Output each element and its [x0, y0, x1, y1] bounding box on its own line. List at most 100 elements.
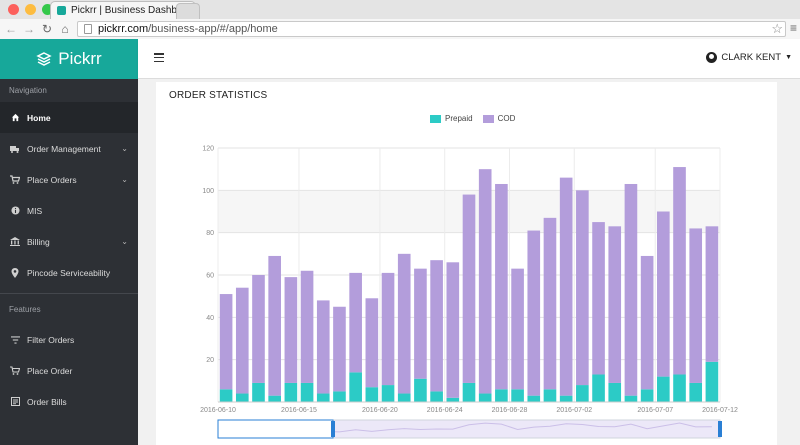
bar-prepaid [300, 382, 314, 402]
navigator-handle-left[interactable] [331, 421, 335, 437]
chevron-down-icon: ⌄ [121, 144, 128, 153]
bar-prepaid [333, 391, 346, 402]
user-menu[interactable]: CLARK KENT ▼ [706, 52, 792, 63]
bar-prepaid [430, 391, 443, 402]
bar-prepaid [397, 393, 411, 402]
sidebar-item-order-management[interactable]: Order Management ⌄ [0, 133, 138, 164]
x-tick-label: 2016-07-02 [556, 407, 592, 414]
features-section-label: Features [9, 304, 41, 314]
bar-prepaid [365, 387, 379, 402]
order-statistics-chart: 20 40 60 80 100 120 2016-06-10 2016-06-15 2016-0… [200, 146, 738, 439]
bar-prepaid [527, 395, 541, 402]
bar-cod [576, 190, 589, 386]
back-arrow-icon[interactable]: ← [5, 22, 17, 36]
y-tick-label: 120 [202, 146, 214, 153]
sidebar-item-label: Order Management [27, 143, 101, 154]
sidebar-item-label: Billing [27, 236, 50, 247]
bar-prepaid [689, 382, 703, 402]
url-host: pickrr.com [98, 23, 149, 35]
bar-cod [462, 194, 476, 383]
sidebar-item-place-orders[interactable]: Place Orders ⌄ [0, 164, 138, 195]
legend-item-cod[interactable]: COD [482, 114, 516, 123]
bar-cod [543, 217, 557, 390]
maximize-window-button[interactable] [42, 4, 53, 15]
bar-cod [414, 268, 427, 379]
bar-cod [705, 226, 719, 362]
sidebar: Pickrr Navigation Home Order Management … [0, 39, 138, 445]
bar-cod [673, 167, 686, 375]
new-tab-button[interactable] [176, 3, 200, 19]
bar-cod [592, 222, 605, 375]
bar-prepaid [640, 389, 654, 402]
navigator-handle-right[interactable] [718, 421, 722, 437]
bar-cod [527, 230, 541, 396]
bar-cod [430, 260, 443, 392]
caret-down-icon: ▼ [785, 54, 792, 61]
brand-name: Pickrr [58, 49, 102, 68]
legend-item-prepaid[interactable]: Prepaid [430, 114, 473, 123]
reload-icon[interactable]: ↻ [41, 22, 53, 36]
legend-swatch-prepaid [430, 114, 441, 123]
bar-prepaid [284, 382, 298, 402]
close-window-button[interactable] [8, 4, 19, 15]
y-tick-label: 100 [202, 188, 214, 195]
bar-cod [300, 270, 314, 383]
info-icon [10, 206, 20, 216]
minimize-window-button[interactable] [25, 4, 36, 15]
bar-prepaid [316, 393, 330, 402]
bar-prepaid [657, 376, 670, 402]
x-tick-label: 2016-07-07 [637, 407, 673, 414]
bar-prepaid [235, 393, 249, 402]
chart-legend: Prepaid COD [430, 114, 515, 123]
sidebar-item-pincode-serviceability[interactable]: Pincode Serviceability [0, 257, 138, 288]
sidebar-item-label: Place Order [27, 365, 73, 376]
bar-cod [624, 183, 638, 396]
sidebar-item-label: Pincode Serviceability [27, 267, 111, 278]
navigation-bar: ← → ↻ ⌂ pickrr.com/business-app/#/app/ho… [0, 19, 800, 39]
window-controls [8, 4, 53, 15]
forward-arrow-icon[interactable]: → [23, 22, 35, 36]
bar-prepaid [559, 395, 573, 402]
bookmark-star-icon[interactable]: ☆ [771, 21, 783, 36]
bar-prepaid [219, 389, 233, 402]
sidebar-item-order-bills[interactable]: Order Bills [0, 386, 138, 417]
hamburger-menu-icon[interactable] [154, 53, 164, 62]
sidebar-item-home[interactable]: Home [0, 102, 138, 133]
browser-chrome: Pickrr | Business Dashboard ✕ ← → ↻ ⌂ pi… [0, 0, 800, 39]
bar-prepaid [252, 382, 265, 402]
bar-prepaid [268, 395, 281, 402]
sidebar-divider [0, 293, 138, 294]
y-tick-label: 80 [206, 230, 214, 237]
bar-prepaid [673, 374, 686, 402]
sidebar-item-filter-orders[interactable]: Filter Orders [0, 324, 138, 355]
sidebar-item-billing[interactable]: Billing ⌄ [0, 226, 138, 257]
legend-label-cod: COD [497, 114, 516, 123]
bar-cod [397, 253, 411, 394]
browser-menu-icon[interactable]: ≡ [789, 21, 797, 35]
sidebar-item-place-order[interactable]: Place Order [0, 355, 138, 386]
bar-cod [381, 272, 395, 386]
home-browser-icon[interactable]: ⌂ [61, 22, 69, 36]
browser-tab[interactable]: Pickrr | Business Dashboard ✕ [50, 1, 196, 19]
x-tick-label: 2016-06-15 [281, 407, 317, 414]
y-tick-label: 40 [206, 315, 214, 322]
bar-cod [640, 255, 654, 390]
bar-prepaid [478, 393, 492, 402]
sidebar-item-mis[interactable]: MIS [0, 195, 138, 226]
bar-cod [219, 294, 233, 390]
bar-cod [284, 277, 298, 383]
brand-logo[interactable]: Pickrr [0, 39, 138, 79]
cart-plus-icon [10, 366, 20, 376]
address-bar[interactable]: pickrr.com/business-app/#/app/home ☆ [77, 21, 786, 37]
pickrr-logo-icon [36, 52, 52, 66]
filter-icon [10, 335, 20, 345]
page-icon [84, 24, 92, 34]
navigator-selection [217, 419, 334, 439]
bar-cod [316, 300, 330, 394]
x-tick-label: 2016-06-20 [362, 407, 398, 414]
sidebar-item-label: Place Orders [27, 174, 77, 185]
bar-prepaid [462, 382, 476, 402]
bar-prepaid [705, 361, 719, 402]
bar-prepaid [381, 385, 395, 402]
bar-cod [349, 272, 362, 373]
